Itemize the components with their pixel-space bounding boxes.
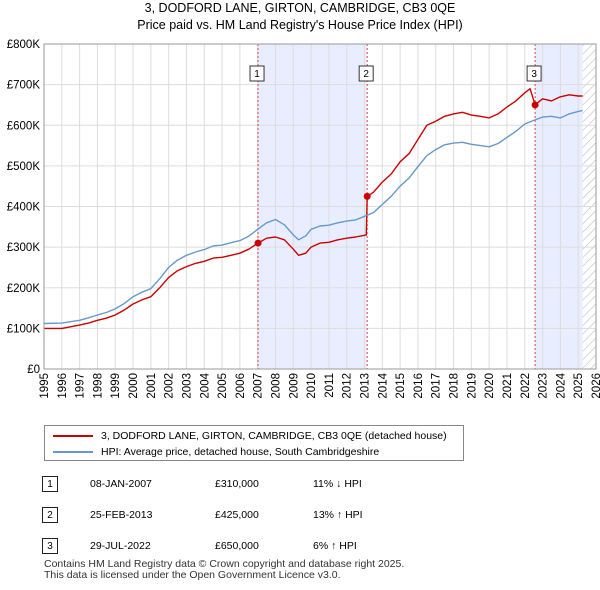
sale-label-box	[249, 65, 265, 82]
series-line-property	[44, 88, 583, 330]
sale-label: 3	[531, 69, 537, 80]
y-tick-label: £0	[27, 364, 40, 376]
chart-title-line1: 3, DODFORD LANE, GIRTON, CAMBRIDGE, CB3 …	[144, 1, 456, 15]
sale-label: 1	[254, 69, 260, 80]
transaction-price: £310,000	[215, 478, 259, 490]
x-tick-label: 2000	[128, 373, 140, 399]
x-tick-label: 2017	[431, 373, 443, 399]
x-tick-label: 2011	[324, 373, 336, 398]
x-tick-label: 1995	[39, 373, 51, 399]
x-tick-label: 2009	[288, 373, 300, 399]
sale-point	[254, 239, 262, 247]
x-tick-label: 2016	[413, 373, 425, 399]
x-tick-label: 1999	[110, 373, 122, 399]
transaction-date: 25-FEB-2013	[90, 509, 153, 521]
x-tick-label: 2026	[591, 373, 600, 399]
y-tick-label: £100K	[7, 323, 41, 335]
transaction-badge: 2	[42, 507, 58, 523]
plot-border	[43, 43, 597, 370]
x-tick-label: 2004	[199, 372, 211, 398]
sale-label-box	[358, 65, 374, 82]
transaction-hpi-diff: 11% ↓ HPI	[313, 478, 362, 490]
chart-title-line2: Price paid vs. HM Land Registry's House …	[137, 18, 463, 32]
transaction-badge: 1	[42, 476, 58, 492]
y-tick-label: £500K	[7, 161, 41, 173]
y-tick-label: £200K	[7, 283, 41, 295]
transaction-price: £425,000	[215, 509, 259, 521]
footer-line2: This data is licensed under the Open Gov…	[44, 569, 341, 581]
x-tick-label: 2021	[502, 373, 514, 399]
chart-svg: 1 2 3 £0 £100K £200K £300K £400K £500K £600K £700K…	[7, 39, 600, 399]
sale-label-box	[526, 65, 542, 82]
x-tick-label: 2023	[538, 373, 550, 399]
x-tick-label: 2007	[253, 373, 265, 399]
x-tick-label: 2022	[520, 373, 532, 399]
chart-title: 3, DODFORD LANE, GIRTON, CAMBRIDGE, CB3 …	[0, 0, 600, 34]
transaction-date: 29-JUL-2022	[90, 540, 151, 552]
x-tick-label: 2008	[270, 373, 282, 399]
y-tick-label: £700K	[7, 80, 41, 92]
transaction-hpi-diff: 13% ↑ HPI	[313, 509, 363, 521]
y-tick-label: £600K	[7, 120, 41, 132]
y-tick-label: £300K	[7, 242, 41, 254]
transaction-hpi-diff: 6% ↑ HPI	[313, 540, 357, 552]
legend-swatch-property	[53, 435, 93, 437]
x-tick-label: 1997	[75, 373, 87, 399]
transaction-price: £650,000	[215, 540, 259, 552]
x-tick-label: 1996	[57, 373, 69, 399]
chart-legend: 3, DODFORD LANE, GIRTON, CAMBRIDGE, CB3 …	[44, 425, 464, 461]
x-tick-label: 2020	[484, 373, 496, 399]
x-tick-label: 2019	[466, 373, 478, 399]
x-tick-label: 2012	[342, 373, 354, 399]
sale-label: 2	[363, 69, 369, 80]
y-tick-label: £400K	[7, 202, 41, 214]
x-tick-label: 2014	[377, 372, 389, 398]
x-tick-label: 2002	[164, 373, 176, 399]
transaction-badge: 3	[42, 538, 58, 554]
x-tick-label: 2005	[217, 373, 229, 399]
footer-line1: Contains HM Land Registry data © Crown c…	[44, 558, 405, 570]
legend-swatch-hpi	[53, 451, 93, 453]
x-tick-label: 2025	[573, 373, 585, 399]
x-tick-label: 2013	[360, 373, 372, 399]
x-tick-label: 1998	[92, 373, 104, 399]
y-tick-label: £800K	[7, 39, 41, 51]
x-tick-label: 2015	[395, 373, 407, 399]
x-tick-label: 2006	[235, 373, 247, 399]
transaction-date: 08-JAN-2007	[90, 478, 152, 490]
legend-label-hpi: HPI: Average price, detached house, Sout…	[101, 446, 380, 458]
x-tick-label: 2003	[181, 373, 193, 399]
sale-point	[363, 192, 371, 200]
transaction-row: 1 08-JAN-2007 £310,000 11% ↓ HPI	[0, 476, 600, 496]
transaction-row: 2 25-FEB-2013 £425,000 13% ↑ HPI	[0, 507, 600, 527]
sale-point	[531, 101, 539, 109]
x-tick-label: 2001	[146, 373, 158, 399]
footer-attribution: Contains HM Land Registry data © Crown c…	[44, 559, 404, 581]
x-tick-label: 2018	[449, 373, 461, 399]
x-tick-label: 2024	[555, 372, 567, 398]
series-line-hpi	[43, 109, 583, 325]
transaction-row: 3 29-JUL-2022 £650,000 6% ↑ HPI	[0, 538, 600, 558]
x-tick-label: 2010	[306, 373, 318, 399]
legend-label-property: 3, DODFORD LANE, GIRTON, CAMBRIDGE, CB3 …	[101, 430, 447, 442]
